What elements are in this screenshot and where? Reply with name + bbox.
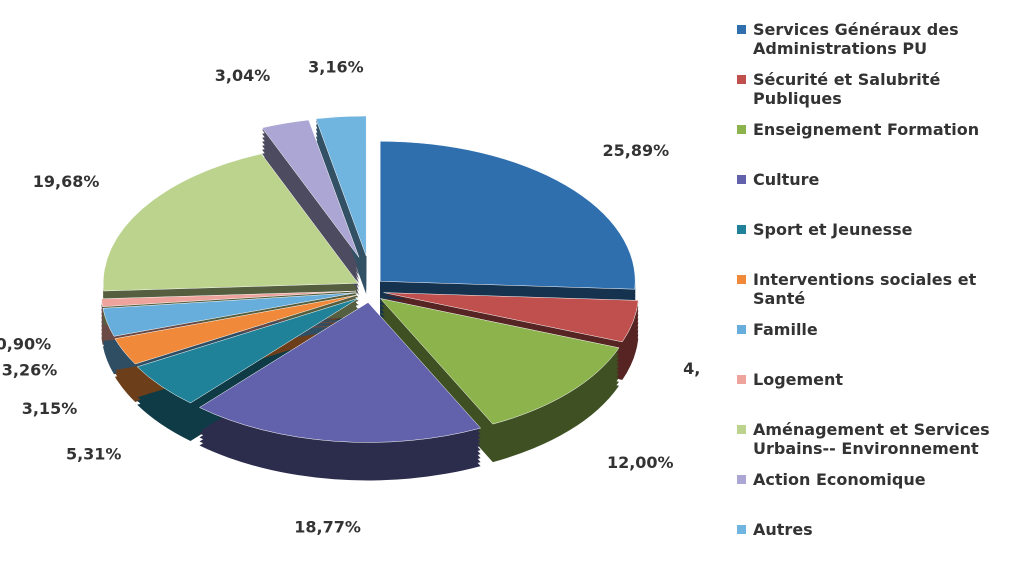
legend-item: Services Généraux des Administrations PU — [735, 20, 1015, 58]
slice — [379, 298, 620, 425]
slice — [261, 119, 360, 258]
legend-item: Culture — [735, 170, 1015, 189]
legend-swatch — [737, 525, 746, 534]
legend-item: Aménagement et Services Urbains-- Enviro… — [735, 420, 1015, 458]
legend-item: Interventions sociales et Santé — [735, 270, 1015, 308]
slice — [379, 141, 636, 290]
slice — [315, 115, 367, 257]
legend-label: Services Généraux des Administrations PU — [753, 20, 959, 58]
legend-label: Autres — [753, 520, 813, 539]
legend-item: Action Economique — [735, 470, 1015, 489]
data-label: 12,00% — [607, 453, 674, 472]
legend-label: Enseignement Formation — [753, 120, 980, 139]
slice — [383, 292, 639, 343]
legend-swatch — [737, 375, 746, 384]
slice — [114, 294, 358, 365]
legend-item: Enseignement Formation — [735, 120, 1015, 139]
legend-item: Famille — [735, 320, 1015, 339]
legend-label: Famille — [753, 320, 818, 339]
legend-label: Action Economique — [753, 470, 926, 489]
data-label: 4,84% — [683, 359, 700, 378]
legend-item: Logement — [735, 370, 1015, 389]
data-label: 3,16% — [308, 57, 364, 76]
legend-label: Sport et Jeunesse — [753, 220, 913, 239]
legend-swatch — [737, 425, 746, 434]
data-label: 3,15% — [22, 399, 78, 418]
legend-item: Autres — [735, 520, 1015, 539]
legend-label: Culture — [753, 170, 820, 189]
legend-item: Sécurité et Salubrité Publiques — [735, 70, 1015, 108]
legend-label: Sécurité et Salubrité Publiques — [753, 70, 941, 108]
chart: 25,89% 4,84% 12,00% 18,77% 5,31% 3,15% 3,26% 0,… — [0, 57, 700, 536]
legend-swatch — [737, 25, 746, 34]
slice — [101, 290, 357, 307]
data-label: 18,77% — [294, 517, 361, 536]
slice — [136, 297, 360, 404]
legend-swatch — [737, 75, 746, 84]
data-label: 3,26% — [2, 360, 58, 379]
legend-swatch — [737, 325, 746, 334]
data-label: 25,89% — [603, 141, 670, 160]
slice — [102, 292, 357, 337]
legend-item: Sport et Jeunesse — [735, 220, 1015, 239]
legend-label: Aménagement et Services Urbains-- Enviro… — [753, 420, 990, 458]
legend-swatch — [737, 275, 746, 284]
slice — [102, 153, 359, 292]
legend-swatch — [737, 225, 746, 234]
legend-swatch — [737, 175, 746, 184]
slice — [198, 302, 482, 443]
legend-label: Logement — [753, 370, 844, 389]
data-label: 0,90% — [0, 334, 51, 353]
legend-swatch — [737, 125, 746, 134]
data-label: 3,04% — [215, 66, 271, 85]
legend-swatch — [737, 475, 746, 484]
legend-label: Interventions sociales et Santé — [753, 270, 977, 308]
data-label: 19,68% — [33, 172, 100, 191]
data-label: 5,31% — [66, 444, 122, 463]
